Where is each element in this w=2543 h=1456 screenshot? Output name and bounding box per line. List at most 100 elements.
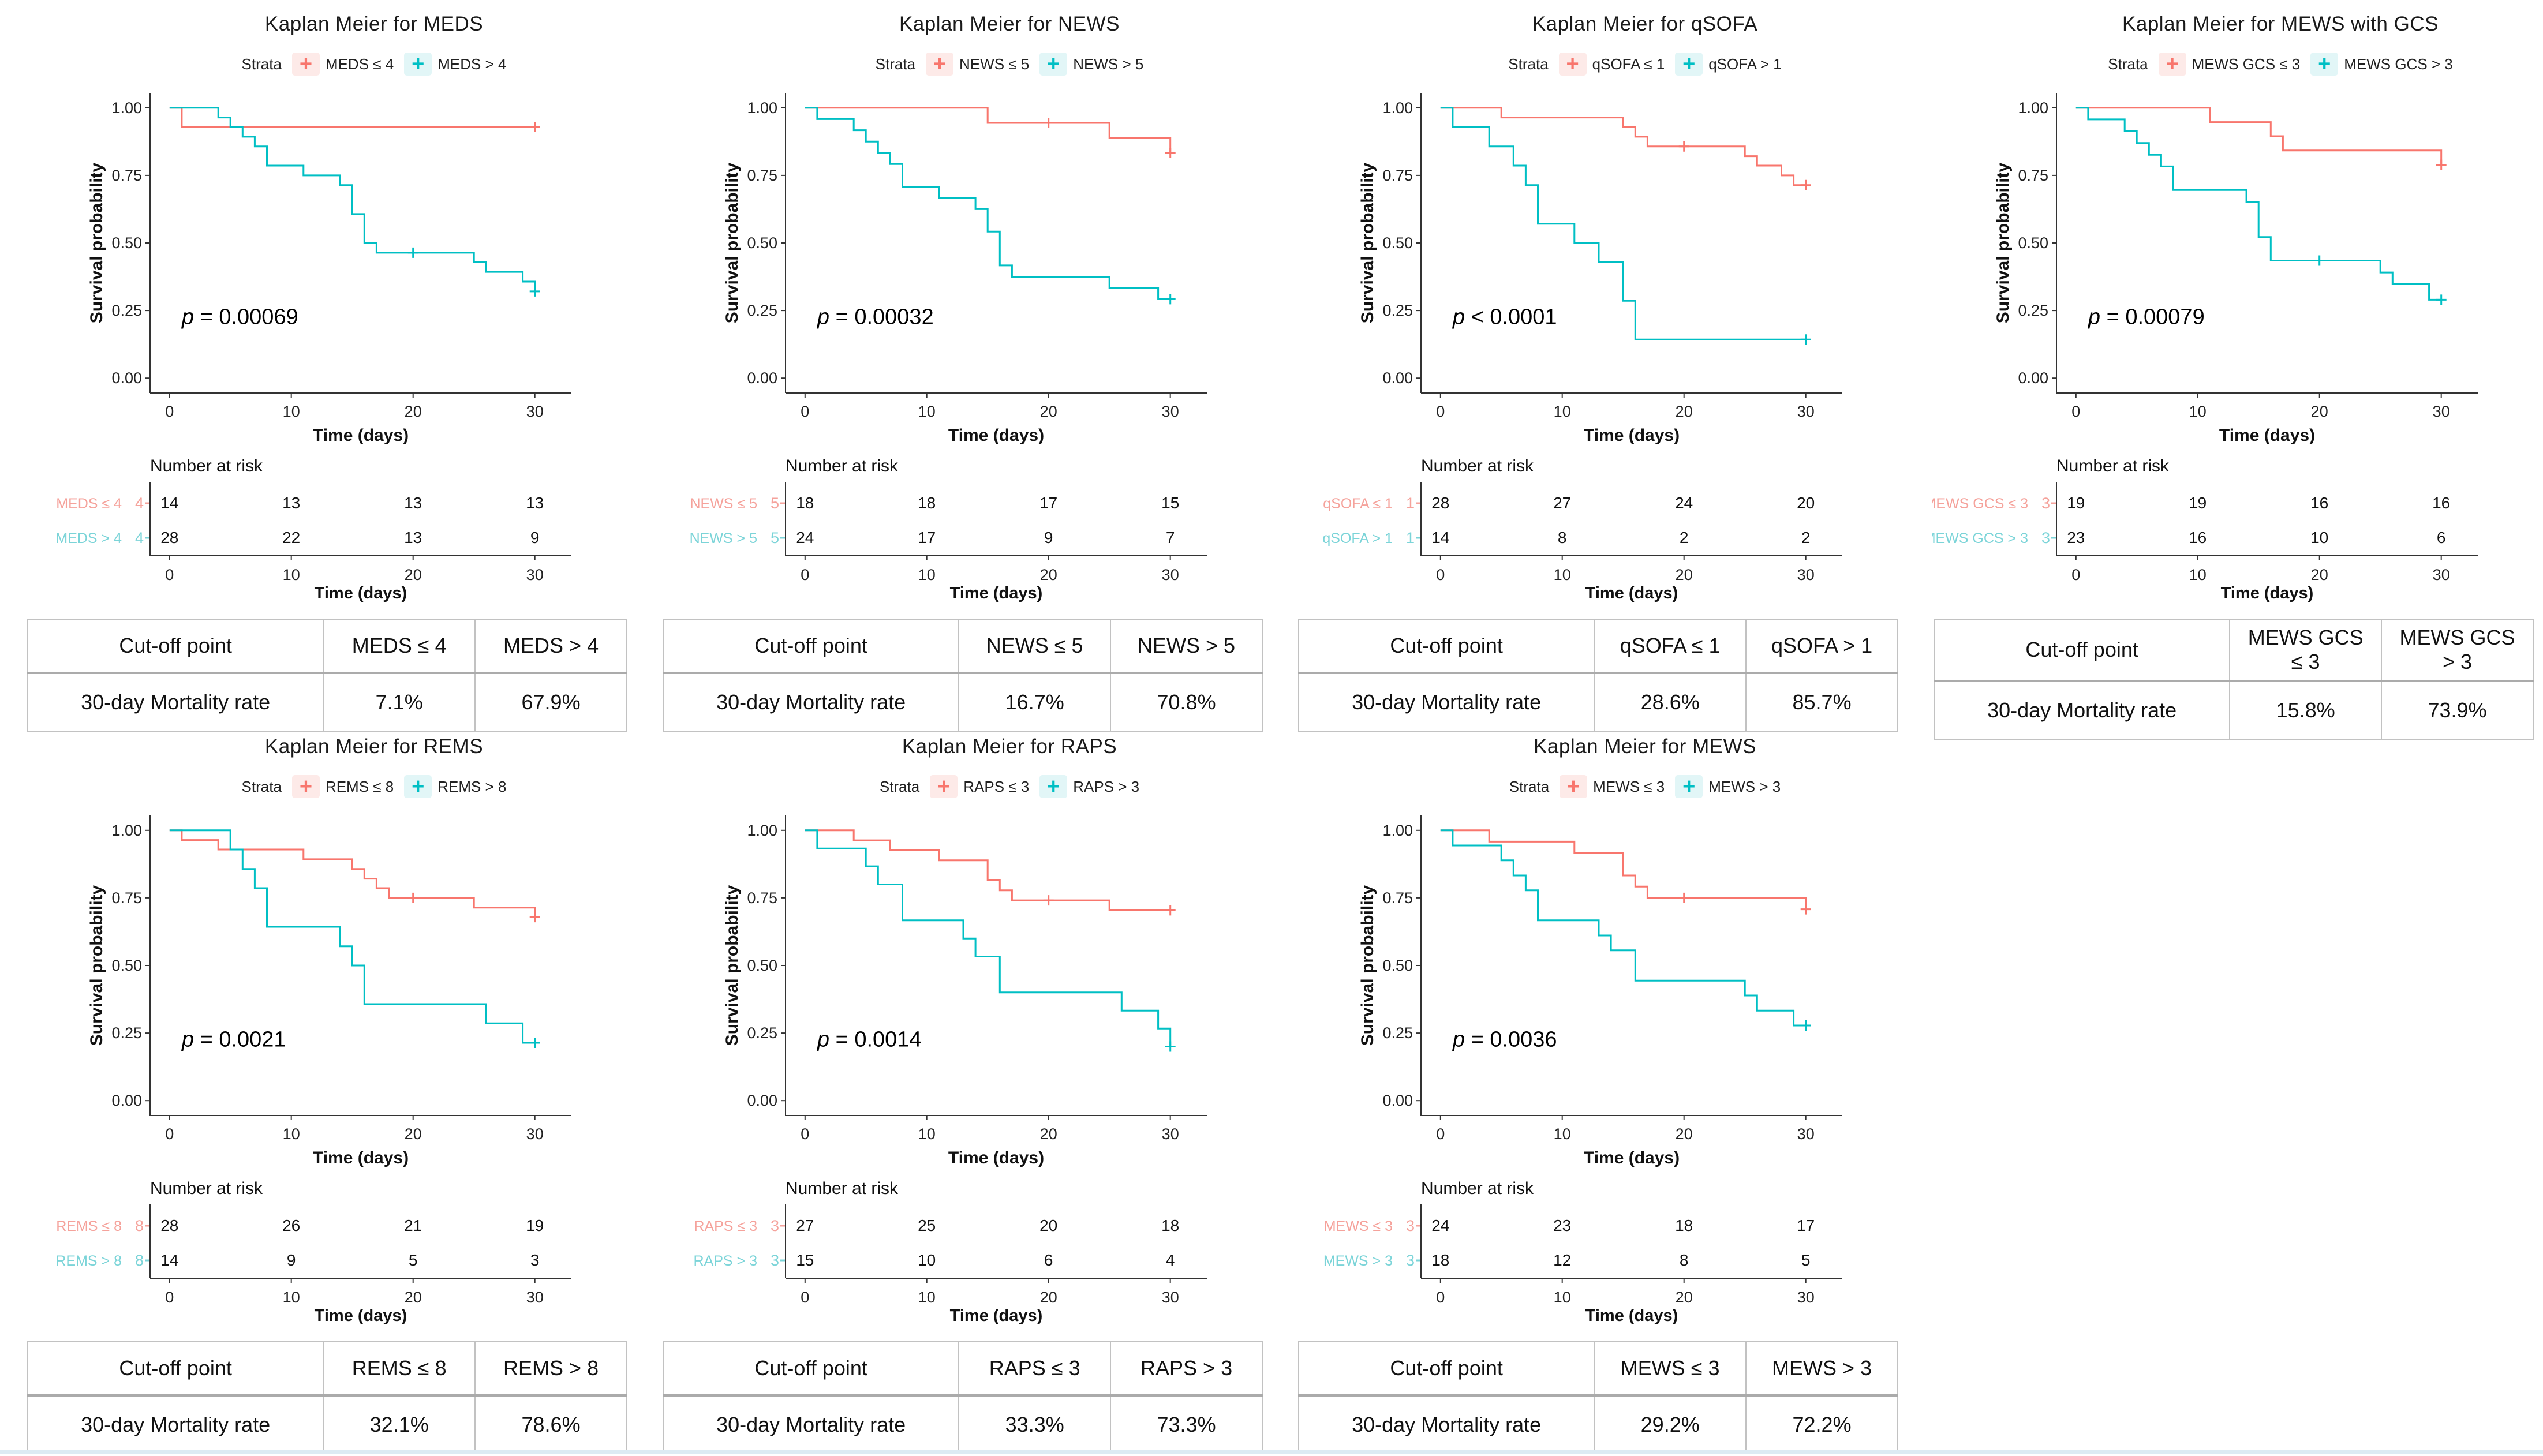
risk-count: 16 xyxy=(2189,529,2207,547)
risk-strata-label: REMS ≤ 8 xyxy=(56,1218,122,1234)
y-tick-label: 0.75 xyxy=(1382,889,1413,907)
censor-mark-low xyxy=(1043,118,1054,128)
cutoff-table: Cut-off point MEDS ≤ 4 MEDS > 4 30-day M… xyxy=(27,619,627,732)
x-tick-label: 0 xyxy=(801,403,809,420)
km-chart-svg: 1.00 0.75 0.50 0.25 0.00 0 10 20 30 Time (days) Su… xyxy=(1358,815,1842,1167)
censor-mark-high xyxy=(1800,1020,1811,1031)
km-chart: 1.00 0.75 0.50 0.25 0.00 0 10 20 30 Time (days) Su… xyxy=(661,78,1271,451)
y-tick-label: 0.50 xyxy=(1382,234,1413,252)
risk-x-tick-label: 10 xyxy=(283,1289,300,1306)
cutoff-value-high: 78.6% xyxy=(474,1395,627,1454)
risk-x-tick-label: 30 xyxy=(1162,1289,1179,1306)
cutoff-row-label: 30-day Mortality rate xyxy=(1297,672,1595,732)
p-value-italic: p xyxy=(181,305,194,330)
plus-marker-icon: + xyxy=(291,775,320,798)
risk-count: 17 xyxy=(918,529,936,547)
x-tick-label: 0 xyxy=(165,403,174,420)
risk-table: Number at risk MEDS ≤ 4 4 14 13 13 13 MEDS > 4 4… xyxy=(26,453,635,605)
censor-mark-low xyxy=(529,912,540,923)
km-chart-svg: 1.00 0.75 0.50 0.25 0.00 0 10 20 30 Time (days) Su… xyxy=(723,93,1207,445)
risk-axis-label: 3 xyxy=(2041,529,2050,547)
legend-strata-label: Strata xyxy=(879,777,920,795)
cutoff-header-high: MEWS > 3 xyxy=(1745,1341,1898,1397)
risk-strata-label: MEWS GCS ≤ 3 xyxy=(1932,496,2028,512)
plus-marker-icon: + xyxy=(1039,53,1068,76)
risk-axis-label: 5 xyxy=(771,529,779,547)
panel-row-bottom: Kaplan Meier for REMS Strata + REMS ≤ 8 … xyxy=(0,723,2543,1454)
risk-x-tick-label: 30 xyxy=(526,1289,544,1306)
x-tick-label: 20 xyxy=(405,403,422,420)
p-value-italic: p xyxy=(181,1028,194,1052)
legend-item-high: + REMS > 8 xyxy=(404,775,506,798)
y-tick-label: 0.50 xyxy=(2018,234,2048,252)
km-chart-svg: 1.00 0.75 0.50 0.25 0.00 0 10 20 30 Time (days) Su… xyxy=(1994,93,2478,445)
x-axis-title: Time (days) xyxy=(1584,426,1680,445)
risk-axis-label: 3 xyxy=(1406,1252,1415,1269)
survival-curve-high xyxy=(805,107,1170,300)
risk-table-title: Number at risk xyxy=(786,456,899,476)
x-tick-label: 20 xyxy=(1676,403,1693,420)
plus-marker-icon: + xyxy=(1675,53,1703,76)
legend-item-low: + MEWS ≤ 3 xyxy=(1560,775,1665,798)
legend-strata-label: Strata xyxy=(241,777,282,795)
cutoff-header-low: qSOFA ≤ 1 xyxy=(1594,619,1747,674)
p-value-italic: p xyxy=(817,1028,829,1052)
p-value-italic: p xyxy=(1452,305,1465,330)
risk-count: 15 xyxy=(796,1251,814,1269)
legend-item-low: + RAPS ≤ 3 xyxy=(930,775,1029,798)
risk-x-tick-label: 0 xyxy=(165,566,174,583)
cutoff-header-line: MEDS ≤ 4 xyxy=(351,634,447,657)
risk-count: 28 xyxy=(160,529,178,547)
risk-x-tick-label: 0 xyxy=(801,1289,809,1306)
censor-mark-high xyxy=(1800,334,1811,345)
plus-marker-icon: + xyxy=(404,53,432,76)
p-value-label: p < 0.0001 xyxy=(1452,305,1557,330)
risk-x-axis-title: Time (days) xyxy=(950,584,1043,602)
cutoff-value-low: 15.8% xyxy=(2229,680,2383,740)
cutoff-table: Cut-off point RAPS ≤ 3 RAPS > 3 30-day M… xyxy=(662,1341,1263,1454)
legend-label-high: MEWS GCS > 3 xyxy=(2344,55,2453,73)
km-chart: 1.00 0.75 0.50 0.25 0.00 0 10 20 30 Time (days) Su… xyxy=(1297,78,1906,451)
x-axis-title: Time (days) xyxy=(313,1148,409,1167)
cutoff-header-high: RAPS > 3 xyxy=(1110,1341,1263,1397)
y-tick-label: 0.00 xyxy=(2018,369,2048,387)
cutoff-header-line: MEDS > 4 xyxy=(503,634,599,657)
legend-label-high: REMS > 8 xyxy=(437,777,507,795)
plus-marker-icon: + xyxy=(1039,775,1068,798)
y-tick-label: 0.75 xyxy=(747,889,777,907)
censor-mark-high xyxy=(1165,1041,1176,1052)
y-axis-title: Survival probability xyxy=(1358,885,1377,1046)
plus-marker-icon: + xyxy=(2158,53,2186,76)
cutoff-value-high: 72.2% xyxy=(1745,1395,1898,1454)
risk-count: 16 xyxy=(2310,494,2328,512)
risk-table: Number at risk NEWS ≤ 5 5 18 18 17 15 NEWS > 5 5… xyxy=(661,453,1271,605)
plus-marker-icon: + xyxy=(1560,775,1588,798)
risk-x-tick-label: 30 xyxy=(1162,566,1179,583)
risk-strata-label: qSOFA > 1 xyxy=(1322,530,1393,547)
legend: Strata + REMS ≤ 8 + REMS > 8 xyxy=(26,773,635,800)
risk-table-title: Number at risk xyxy=(2056,456,2170,476)
plus-marker-icon: + xyxy=(1675,775,1703,798)
cutoff-header-line: qSOFA ≤ 1 xyxy=(1620,634,1721,657)
risk-count: 23 xyxy=(2067,529,2085,547)
risk-count: 10 xyxy=(2310,529,2328,547)
chart-title: Kaplan Meier for MEWS with GCS xyxy=(2122,13,2439,35)
x-tick-label: 20 xyxy=(405,1125,422,1143)
cutoff-header-line: MEWS ≤ 3 xyxy=(1620,1356,1720,1380)
risk-count: 5 xyxy=(1801,1251,1811,1269)
legend: Strata + NEWS ≤ 5 + NEWS > 5 xyxy=(661,51,1271,77)
x-tick-label: 20 xyxy=(1040,1125,1057,1143)
survival-curve-low xyxy=(169,829,536,918)
risk-x-tick-label: 20 xyxy=(1676,566,1693,583)
risk-x-tick-label: 10 xyxy=(2189,566,2207,583)
risk-x-tick-label: 0 xyxy=(1436,566,1445,583)
cutoff-row-label: 30-day Mortality rate xyxy=(1297,1395,1595,1454)
risk-count: 12 xyxy=(1553,1251,1571,1269)
risk-table-title: Number at risk xyxy=(786,1179,899,1198)
y-tick-label: 1.00 xyxy=(747,99,777,117)
risk-x-tick-label: 20 xyxy=(1676,1289,1693,1306)
cutoff-header-high: qSOFA > 1 xyxy=(1745,619,1898,674)
risk-count: 28 xyxy=(1431,494,1449,512)
km-chart: 1.00 0.75 0.50 0.25 0.00 0 10 20 30 Time (days) Su… xyxy=(26,78,635,451)
